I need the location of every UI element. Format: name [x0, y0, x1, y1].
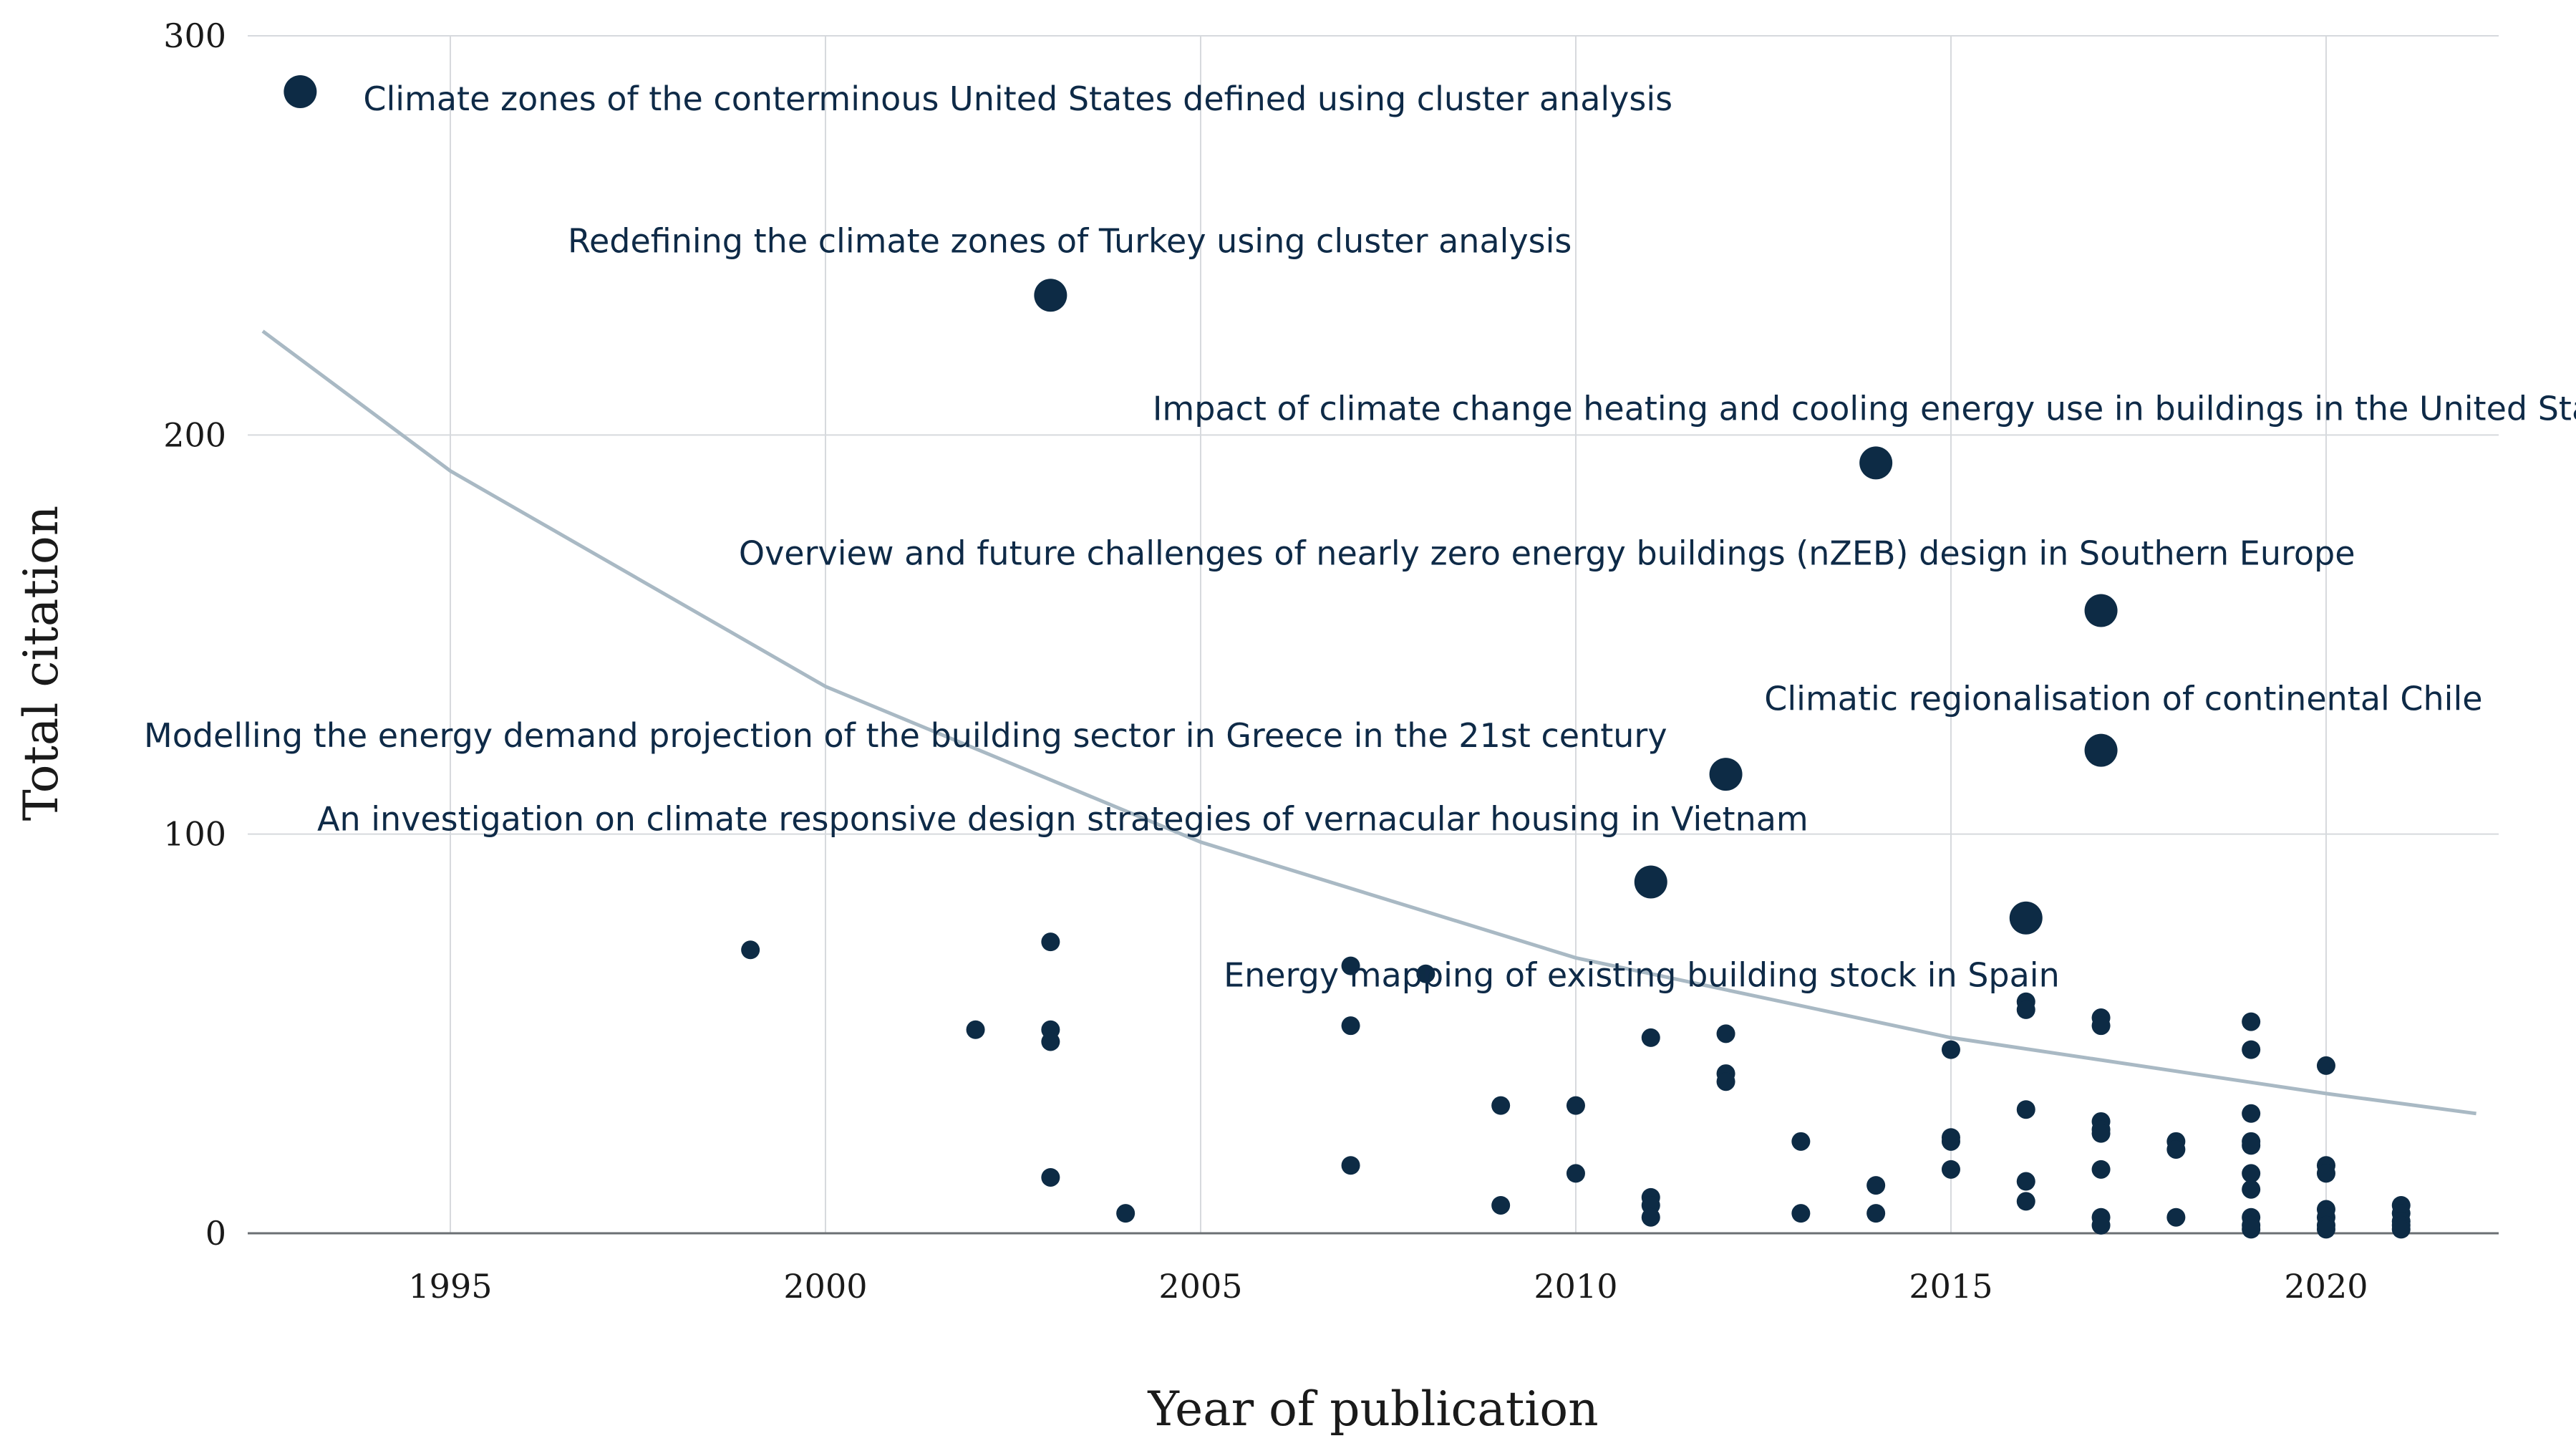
- data-point: [2016, 1192, 2035, 1211]
- data-point: [1041, 1167, 1060, 1187]
- y-tick-label: 200: [163, 415, 226, 454]
- data-point: [2242, 1136, 2261, 1155]
- data-point: [2016, 1172, 2035, 1191]
- x-axis-title: Year of publication: [1147, 1382, 1598, 1437]
- data-point: [1491, 1195, 1511, 1215]
- data-point: [741, 940, 760, 960]
- point-annotation: Climate zones of the conterminous United…: [363, 79, 1672, 118]
- x-tick-label: 2015: [1909, 1267, 1992, 1306]
- gridlines: [248, 35, 2499, 1233]
- data-points: [284, 75, 2411, 1239]
- data-point: [2391, 1220, 2411, 1239]
- point-annotation: Modelling the energy demand projection o…: [144, 716, 1667, 755]
- data-point: [1941, 1040, 1960, 1059]
- highlighted-point: [1859, 446, 1893, 480]
- data-point: [1341, 956, 1360, 975]
- point-annotation: Redefining the climate zones of Turkey u…: [568, 221, 1572, 260]
- highlighted-point: [1034, 279, 1067, 312]
- data-point: [2316, 1164, 2335, 1183]
- highlighted-point: [1634, 865, 1667, 899]
- data-point: [1866, 1204, 1886, 1223]
- y-tick-label: 0: [205, 1214, 226, 1253]
- data-point: [2166, 1207, 2186, 1227]
- data-point: [1041, 1032, 1060, 1051]
- axes: 1995 2000 2005 2010 2015 2020 0 100 200 300: [163, 16, 2499, 1306]
- highlighted-point: [284, 75, 317, 109]
- data-point: [2242, 1012, 2261, 1031]
- data-point: [1566, 1096, 1585, 1115]
- highlighted-point: [2084, 733, 2118, 767]
- data-point: [1566, 1164, 1585, 1183]
- point-annotation: Impact of climate change heating and coo…: [1153, 389, 2576, 428]
- data-point: [1791, 1204, 1811, 1223]
- trend-line-layer: [261, 329, 2476, 1116]
- data-point: [1716, 1072, 1735, 1091]
- data-point: [2091, 1016, 2111, 1036]
- data-point: [1941, 1160, 1960, 1179]
- data-point: [2016, 1000, 2035, 1019]
- point-annotations: Climate zones of the conterminous United…: [144, 79, 2576, 995]
- data-point: [1041, 932, 1060, 952]
- point-annotation: Energy mapping of existing building stoc…: [1224, 956, 2060, 995]
- highlighted-point: [1709, 758, 1743, 791]
- data-point: [2091, 1124, 2111, 1143]
- point-annotation: Climatic regionalisation of continental …: [1764, 680, 2482, 718]
- data-point: [2242, 1104, 2261, 1123]
- data-point: [2242, 1040, 2261, 1059]
- data-point: [1941, 1132, 1960, 1151]
- data-point: [2242, 1180, 2261, 1199]
- data-point: [1716, 1024, 1735, 1043]
- data-point: [2242, 1164, 2261, 1183]
- x-tick-label: 2020: [2284, 1267, 2368, 1306]
- data-point: [2091, 1215, 2111, 1235]
- data-point: [1641, 1207, 1660, 1227]
- x-tick-label: 2005: [1158, 1267, 1242, 1306]
- x-tick-label: 1995: [408, 1267, 492, 1306]
- data-point: [1641, 1028, 1660, 1047]
- data-point: [2316, 1056, 2335, 1075]
- data-point: [2242, 1220, 2261, 1239]
- data-point: [1416, 964, 1435, 983]
- y-tick-label: 300: [163, 16, 226, 55]
- x-tick-label: 2000: [783, 1267, 867, 1306]
- data-point: [1116, 1204, 1136, 1223]
- data-point: [1866, 1176, 1886, 1195]
- data-point: [1341, 1016, 1360, 1036]
- data-point: [966, 1020, 985, 1039]
- data-point: [2091, 1160, 2111, 1179]
- data-point: [2316, 1220, 2335, 1239]
- highlighted-point: [2084, 594, 2118, 627]
- data-point: [1341, 1156, 1360, 1175]
- point-annotation: Overview and future challenges of nearly…: [739, 534, 2355, 573]
- data-point: [1791, 1132, 1811, 1151]
- trend-line: [261, 329, 2476, 1116]
- data-point: [2016, 1100, 2035, 1119]
- data-point: [1491, 1096, 1511, 1115]
- highlighted-point: [2009, 901, 2043, 935]
- y-axis-title: Total citation: [14, 506, 69, 821]
- x-tick-label: 2010: [1534, 1267, 1617, 1306]
- point-annotation: An investigation on climate responsive d…: [317, 800, 1808, 839]
- y-tick-label: 100: [163, 815, 226, 854]
- data-point: [2166, 1139, 2186, 1159]
